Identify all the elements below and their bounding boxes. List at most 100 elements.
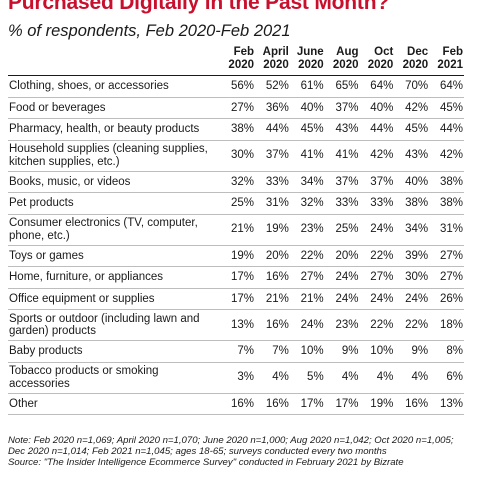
table-row: Clothing, shoes, or accessories 56% 52% 61%… [8,75,464,98]
value-cell: 22% [394,309,430,341]
data-table: Feb 2020 April 2020 June 2020 Aug 2020 Oct 2020 De… [8,46,464,415]
column-header-month: Feb [442,46,463,58]
header-row: Feb 2020 April 2020 June 2020 Aug 2020 Oct 2020 De… [8,46,464,76]
row-label: Food or beverages [8,97,221,119]
value-cell: 38% [429,192,464,215]
value-cell: 56% [220,75,256,98]
column-header-year: 2021 [437,59,463,71]
value-cell: 37% [324,97,360,119]
value-cell: 44% [255,118,290,141]
value-cell: 9% [324,340,360,363]
value-cell: 16% [394,393,430,415]
value-cell: 5% [289,362,325,394]
value-cell: 30% [394,266,430,289]
value-cell: 44% [429,118,464,141]
value-cell: 13% [429,393,464,415]
value-cell: 42% [429,140,464,172]
row-label: Pet products [8,192,221,215]
value-cell: 45% [394,118,430,141]
column-header: Feb 2020 [220,46,256,76]
value-cell: 20% [324,245,360,267]
value-cell: 17% [220,266,256,289]
value-cell: 40% [359,97,395,119]
value-cell: 16% [255,309,290,341]
value-cell: 4% [255,362,290,394]
value-cell: 13% [220,309,256,341]
value-cell: 22% [359,309,395,341]
row-label: Sports or outdoor (including lawn and ga… [8,309,221,341]
value-cell: 16% [255,393,290,415]
value-cell: 45% [289,118,325,141]
value-cell: 33% [324,192,360,215]
value-cell: 43% [324,118,360,141]
value-cell: 10% [359,340,395,363]
row-label: Pharmacy, health, or beauty products [8,118,221,141]
row-label: Other [8,393,221,415]
column-header-year: 2020 [298,59,324,71]
value-cell: 24% [324,266,360,289]
value-cell: 42% [359,140,395,172]
column-header-month: June [296,46,324,58]
column-header: Oct 2020 [359,46,395,76]
value-cell: 21% [255,288,290,310]
footnotes: Note: Feb 2020 n=1,069; April 2020 n=1,0… [8,435,470,469]
row-label: Home, furniture, or appliances [8,266,221,289]
value-cell: 31% [255,192,290,215]
column-header: Dec 2020 [394,46,430,76]
value-cell: 20% [255,245,290,267]
value-cell: 37% [255,140,290,172]
column-header-month: April [262,46,289,58]
value-cell: 45% [429,97,464,119]
value-cell: 25% [220,192,256,215]
column-header: Feb 2021 [429,46,464,76]
header-category-cell [8,46,221,76]
column-header-year: 2020 [263,59,289,71]
value-cell: 61% [289,75,325,98]
value-cell: 27% [429,266,464,289]
value-cell: 7% [220,340,256,363]
value-cell: 38% [220,118,256,141]
value-cell: 27% [429,245,464,267]
table-row: Books, music, or videos 32% 33% 34% 37% 37% 40… [8,171,464,193]
value-cell: 23% [324,309,360,341]
value-cell: 27% [289,266,325,289]
value-cell: 40% [394,171,430,193]
value-cell: 8% [429,340,464,363]
value-cell: 19% [255,214,290,246]
column-header-month: Aug [336,46,359,58]
value-cell: 6% [429,362,464,394]
row-label: Tobacco products or smoking accessories [8,362,221,394]
column-header-year: 2020 [367,59,394,71]
value-cell: 24% [359,288,395,310]
column-header-month: Dec [407,46,429,58]
value-cell: 65% [324,75,360,98]
value-cell: 52% [255,75,290,98]
row-label: Books, music, or videos [8,171,221,193]
value-cell: 24% [359,214,395,246]
value-cell: 34% [289,171,325,193]
value-cell: 36% [255,97,290,119]
value-cell: 7% [255,340,290,363]
value-cell: 41% [324,140,360,172]
value-cell: 9% [394,340,430,363]
value-cell: 37% [359,171,395,193]
value-cell: 4% [394,362,430,394]
column-header-month: Feb [233,46,255,58]
value-cell: 38% [429,171,464,193]
table-row: Pharmacy, health, or beauty products 38% 4… [8,118,464,141]
value-cell: 64% [429,75,464,98]
column-header: Aug 2020 [324,46,360,76]
value-cell: 27% [359,266,395,289]
value-cell: 17% [324,393,360,415]
table-row: Baby products 7% 7% 10% 9% 10% 9% 8% [8,340,464,363]
value-cell: 33% [359,192,395,215]
value-cell: 18% [429,309,464,341]
table-row: Consumer electronics (TV, computer, phon… [8,214,464,246]
table-row: Sports or outdoor (including lawn and ga… [8,309,464,341]
value-cell: 39% [394,245,430,267]
table-row: Toys or games 19% 20% 22% 20% 22% 39% 27% [8,245,464,267]
note-text: Note: Feb 2020 n=1,069; April 2020 n=1,0… [8,435,454,458]
value-cell: 4% [324,362,360,394]
value-cell: 41% [289,140,325,172]
value-cell: 19% [359,393,395,415]
